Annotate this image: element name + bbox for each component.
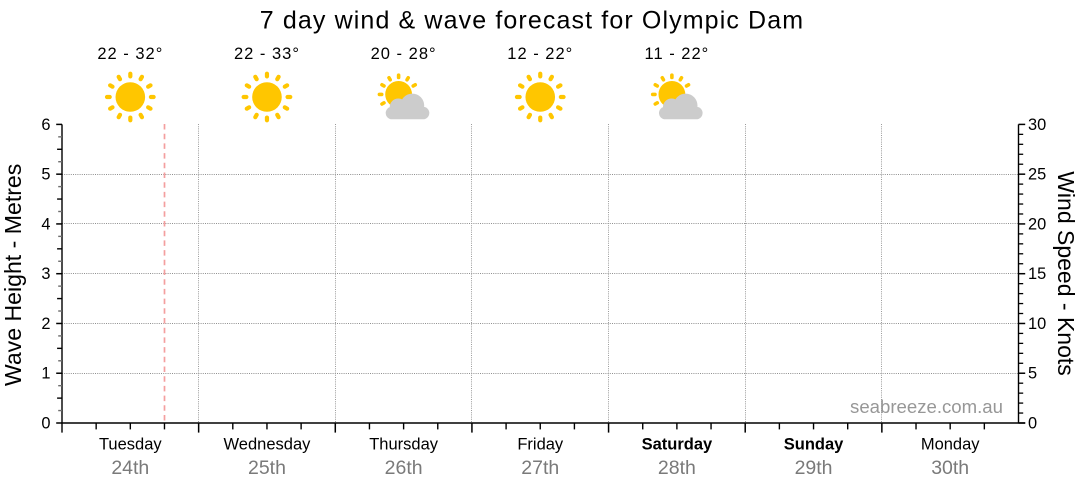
svg-text:1: 1 bbox=[41, 365, 50, 383]
svg-text:10: 10 bbox=[1028, 315, 1046, 333]
svg-text:Sunday: Sunday bbox=[784, 436, 844, 454]
svg-text:25th: 25th bbox=[248, 457, 286, 479]
svg-text:Wind Speed - Knots: Wind Speed - Knots bbox=[1053, 171, 1079, 376]
svg-text:22 - 32°: 22 - 32° bbox=[97, 45, 163, 63]
svg-text:20 - 28°: 20 - 28° bbox=[371, 45, 437, 63]
svg-text:6: 6 bbox=[41, 116, 50, 134]
svg-text:22 - 33°: 22 - 33° bbox=[234, 45, 300, 63]
svg-text:seabreeze.com.au: seabreeze.com.au bbox=[850, 396, 1003, 417]
svg-text:15: 15 bbox=[1028, 265, 1046, 283]
svg-text:20: 20 bbox=[1028, 215, 1046, 233]
svg-text:26th: 26th bbox=[385, 457, 423, 479]
svg-text:Saturday: Saturday bbox=[642, 436, 713, 454]
svg-text:11 - 22°: 11 - 22° bbox=[645, 45, 710, 63]
svg-text:Tuesday: Tuesday bbox=[99, 436, 162, 454]
svg-text:27th: 27th bbox=[521, 457, 559, 479]
svg-text:28th: 28th bbox=[658, 457, 696, 479]
svg-text:Friday: Friday bbox=[517, 436, 564, 454]
svg-text:3: 3 bbox=[41, 265, 50, 283]
svg-text:0: 0 bbox=[1028, 414, 1037, 432]
svg-text:Thursday: Thursday bbox=[369, 436, 439, 454]
svg-text:29th: 29th bbox=[795, 457, 833, 479]
svg-text:4: 4 bbox=[41, 215, 50, 233]
svg-text:Wednesday: Wednesday bbox=[224, 436, 312, 454]
svg-text:24th: 24th bbox=[111, 457, 149, 479]
svg-text:25: 25 bbox=[1028, 166, 1046, 184]
svg-text:5: 5 bbox=[41, 166, 50, 184]
svg-text:Wave Height - Metres: Wave Height - Metres bbox=[0, 164, 26, 386]
svg-text:2: 2 bbox=[41, 315, 50, 333]
svg-text:12 - 22°: 12 - 22° bbox=[507, 45, 573, 63]
svg-text:7 day wind & wave forecast for: 7 day wind & wave forecast for Olympic D… bbox=[260, 7, 804, 35]
svg-text:30: 30 bbox=[1028, 116, 1046, 134]
svg-text:30th: 30th bbox=[931, 457, 969, 479]
svg-text:5: 5 bbox=[1028, 365, 1037, 383]
svg-text:Monday: Monday bbox=[921, 436, 980, 454]
svg-text:0: 0 bbox=[41, 414, 50, 432]
